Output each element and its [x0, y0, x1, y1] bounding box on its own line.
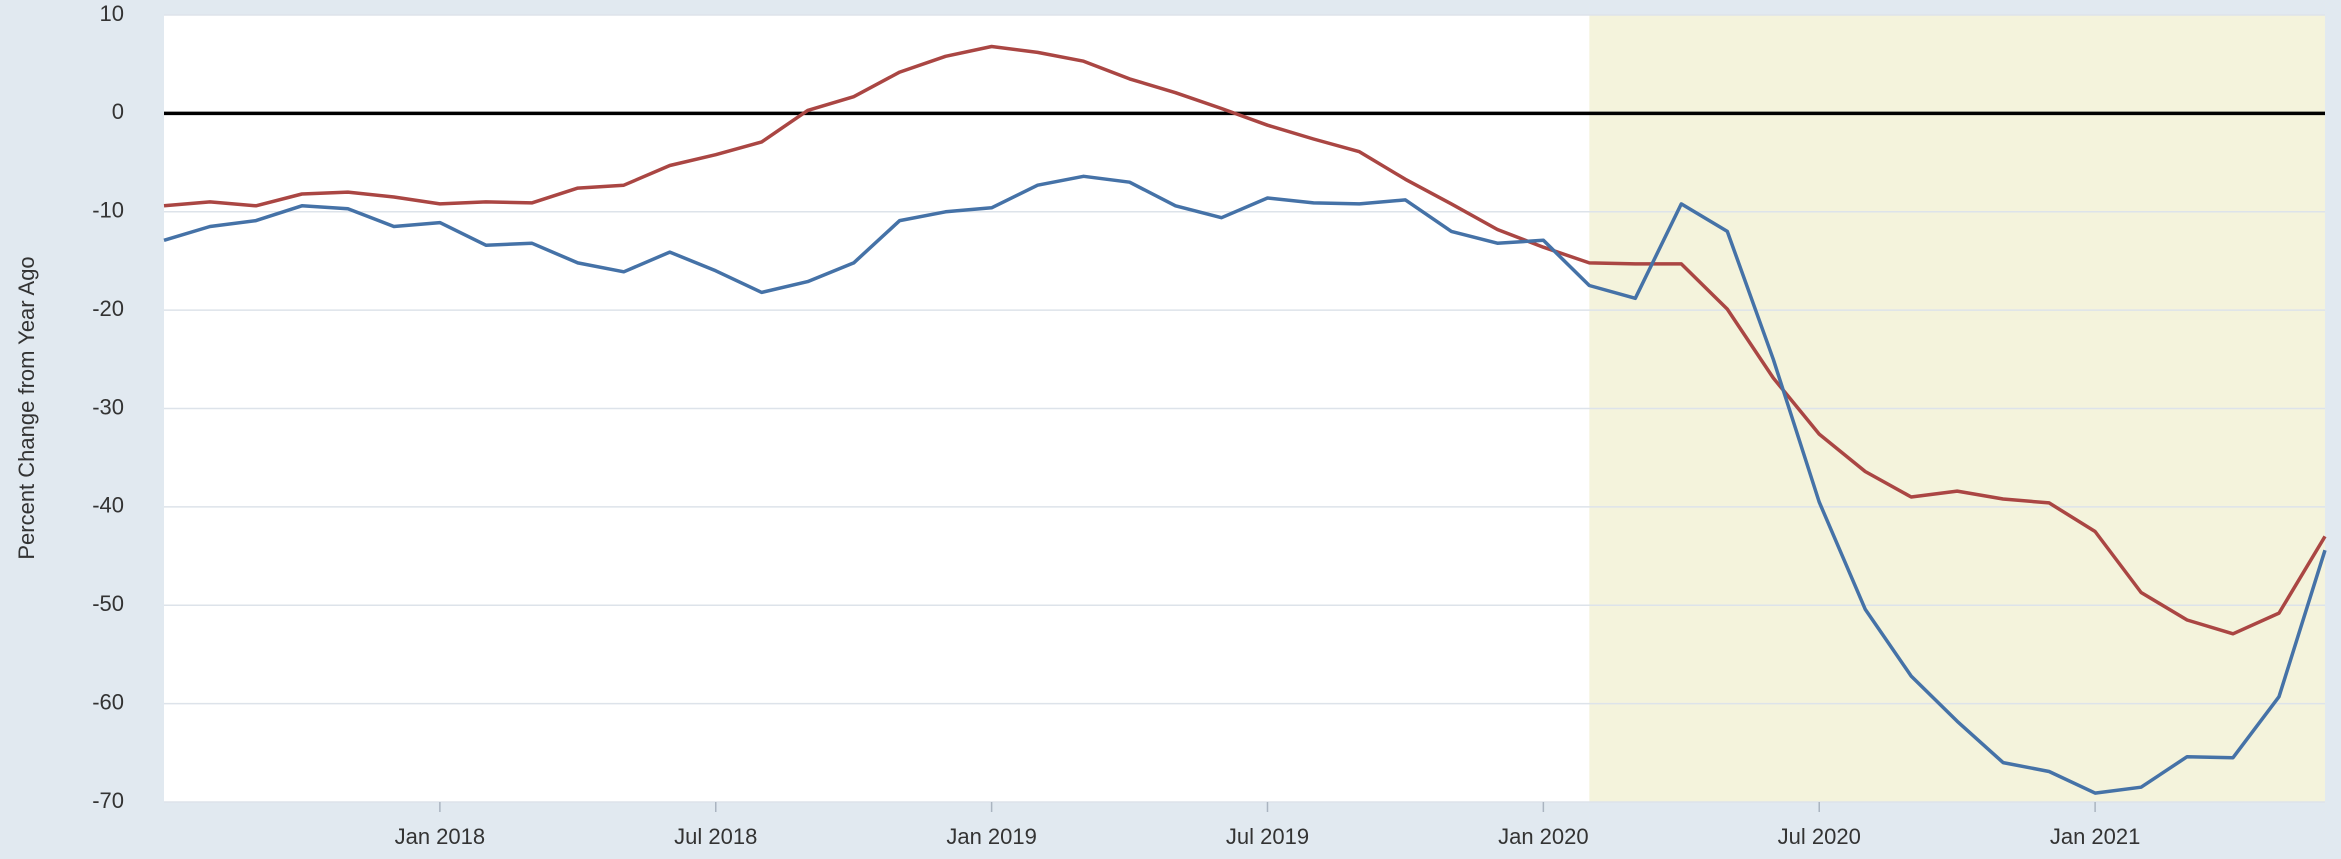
x-tick-label: Jan 2018 — [395, 824, 486, 849]
x-tick-label: Jan 2021 — [2050, 824, 2141, 849]
y-tick-label: -20 — [92, 296, 124, 321]
y-tick-label: -40 — [92, 493, 124, 518]
y-tick-label: -10 — [92, 198, 124, 223]
y-axis-label: Percent Change from Year Ago — [14, 256, 39, 559]
x-tick-label: Jan 2020 — [1498, 824, 1589, 849]
series-line — [163, 174, 2327, 795]
series-line — [163, 44, 2327, 636]
y-tick-label: -70 — [92, 788, 124, 813]
x-tick-label: Jan 2019 — [946, 824, 1037, 849]
y-tick-label: 0 — [112, 99, 124, 124]
x-tick-label: Jul 2019 — [1226, 824, 1309, 849]
x-tick-label: Jul 2018 — [674, 824, 757, 849]
y-tick-label: -60 — [92, 689, 124, 714]
y-tick-label: 10 — [100, 1, 124, 26]
y-tick-label: -30 — [92, 394, 124, 419]
y-tick-label: -50 — [92, 591, 124, 616]
x-tick-label: Jul 2020 — [1778, 824, 1861, 849]
